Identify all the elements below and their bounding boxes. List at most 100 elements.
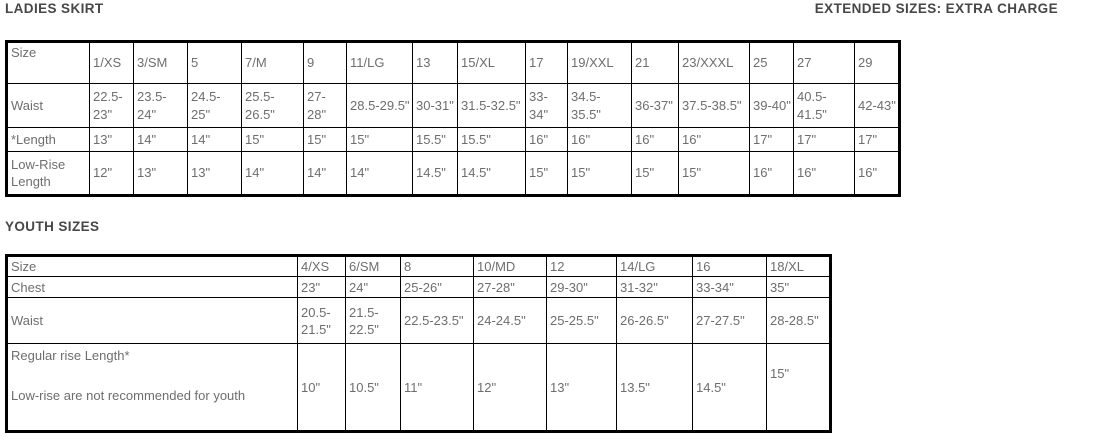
length-cell: 15.5" xyxy=(457,127,526,152)
waist-cell: 21.5-22.5" xyxy=(345,297,401,345)
length-cell: 15" xyxy=(241,127,304,152)
waist-cell: 25.5-26.5" xyxy=(241,83,304,128)
size-cell: 8 xyxy=(400,254,474,278)
size-chart-page: LADIES SKIRT EXTENDED SIZES: EXTRA CHARG… xyxy=(5,2,1058,434)
chest-cell: 33-34" xyxy=(692,276,767,299)
row-header: Low-Rise Length xyxy=(6,151,90,196)
row-header: Waist xyxy=(6,297,298,345)
length-cell: 16" xyxy=(525,127,568,152)
low-rise-cell: 16" xyxy=(854,151,900,196)
size-header-row: Size 1/XS 3/SM 5 7/M 9 11/LG 13 15/XL 17 19/XXL 21 2… xyxy=(6,41,900,84)
rise-cell: 10.5" xyxy=(345,343,401,433)
length-cell: 13" xyxy=(89,127,134,152)
length-cell: 14" xyxy=(187,127,242,152)
chest-cell: 24" xyxy=(345,276,401,299)
row-header: Chest xyxy=(6,276,298,299)
length-cell: 16" xyxy=(567,127,632,152)
extended-sizes-note: EXTENDED SIZES: EXTRA CHARGE xyxy=(814,1,1058,16)
waist-cell: 27-28" xyxy=(303,83,347,128)
size-cell: 9 xyxy=(303,41,347,84)
row-header: Waist xyxy=(6,83,90,128)
low-rise-row: Low-Rise Length 12" 13" 13" 14" 14" 14" 14.5" 14… xyxy=(6,151,900,196)
size-cell: 6/SM xyxy=(345,254,401,278)
size-cell: 21 xyxy=(631,41,679,84)
low-rise-cell: 14" xyxy=(346,151,413,196)
waist-cell: 33-34" xyxy=(525,83,568,128)
low-rise-cell: 16" xyxy=(749,151,794,196)
size-cell: 7/M xyxy=(241,41,304,84)
length-cell: 17" xyxy=(793,127,855,152)
chest-cell: 31-32" xyxy=(616,276,693,299)
chest-cell: 25-26" xyxy=(400,276,474,299)
waist-cell: 28.5-29.5" xyxy=(346,83,413,128)
chest-cell: 35" xyxy=(766,276,831,299)
chest-cell: 29-30" xyxy=(546,276,617,299)
low-rise-cell: 13" xyxy=(187,151,242,196)
size-cell: 11/LG xyxy=(346,41,413,84)
low-rise-cell: 12" xyxy=(89,151,134,196)
row-header: *Length xyxy=(6,127,90,152)
length-cell: 15" xyxy=(303,127,347,152)
size-cell: 18/XL xyxy=(766,254,831,278)
size-cell: 29 xyxy=(854,41,900,84)
length-cell: 17" xyxy=(749,127,794,152)
waist-row: Waist 22.5-23" 23.5-24" 24.5-25" 25.5-26.5" 2… xyxy=(6,83,900,128)
chest-row: Chest 23" 24" 25-26" 27-28" 29-30" 31-32" 33-34… xyxy=(6,276,831,299)
rise-cell: 13.5" xyxy=(616,343,693,433)
waist-cell: 25-25.5" xyxy=(546,297,617,345)
row-header: Size xyxy=(6,254,298,278)
size-cell: 12 xyxy=(546,254,617,278)
size-cell: 3/SM xyxy=(133,41,188,84)
low-rise-cell: 15" xyxy=(631,151,679,196)
length-row: *Length 13" 14" 14" 15" 15" 15" 15.5" 15.5" 16" 16… xyxy=(6,127,900,152)
length-cell: 17" xyxy=(854,127,900,152)
row-header: Regular rise Length* Low-rise are not rec… xyxy=(6,343,298,433)
rise-cell: 14.5" xyxy=(692,343,767,433)
low-rise-cell: 16" xyxy=(793,151,855,196)
waist-cell: 36-37" xyxy=(631,83,679,128)
low-rise-cell: 14.5" xyxy=(412,151,458,196)
youth-size-table: Size 4/XS 6/SM 8 10/MD 12 14/LG 16 18/XL Chest 23"… xyxy=(5,254,832,434)
titles-row: LADIES SKIRT EXTENDED SIZES: EXTRA CHARG… xyxy=(5,2,1058,16)
waist-cell: 37.5-38.5" xyxy=(678,83,750,128)
waist-cell: 26-26.5" xyxy=(616,297,693,345)
waist-cell: 22.5-23" xyxy=(89,83,134,128)
waist-cell: 23.5-24" xyxy=(133,83,188,128)
waist-cell: 22.5-23.5" xyxy=(400,297,474,345)
length-cell: 16" xyxy=(631,127,679,152)
waist-cell: 24-24.5" xyxy=(473,297,547,345)
size-cell: 10/MD xyxy=(473,254,547,278)
size-cell: 4/XS xyxy=(297,254,346,278)
waist-row: Waist 20.5-21.5" 21.5-22.5" 22.5-23.5" 24-24… xyxy=(6,297,831,345)
chest-cell: 27-28" xyxy=(473,276,547,299)
rise-cell: 13" xyxy=(546,343,617,433)
length-cell: 15.5" xyxy=(412,127,458,152)
waist-cell: 39-40" xyxy=(749,83,794,128)
rise-cell: 10" xyxy=(297,343,346,433)
low-rise-cell: 14" xyxy=(241,151,304,196)
size-cell: 5 xyxy=(187,41,242,84)
length-cell: 15" xyxy=(346,127,413,152)
waist-cell: 34.5-35.5" xyxy=(567,83,632,128)
row-header: Size xyxy=(6,41,90,84)
rise-cell: 12" xyxy=(473,343,547,433)
size-cell: 23/XXXL xyxy=(678,41,750,84)
row-header-line: Low-rise are not recommended for youth xyxy=(11,388,246,404)
ladies-skirt-title: LADIES SKIRT xyxy=(5,1,104,16)
waist-cell: 30-31" xyxy=(412,83,458,128)
youth-sizes-title: YOUTH SIZES xyxy=(5,219,100,234)
size-cell: 1/XS xyxy=(89,41,134,84)
size-cell: 13 xyxy=(412,41,458,84)
waist-cell: 28-28.5" xyxy=(766,297,831,345)
waist-cell: 31.5-32.5" xyxy=(457,83,526,128)
length-cell: 14" xyxy=(133,127,188,152)
size-header-row: Size 4/XS 6/SM 8 10/MD 12 14/LG 16 18/XL xyxy=(6,254,831,278)
low-rise-cell: 15" xyxy=(678,151,750,196)
size-cell: 17 xyxy=(525,41,568,84)
size-cell: 19/XXL xyxy=(567,41,632,84)
rise-cell: 15" xyxy=(766,343,831,433)
rise-cell: 11" xyxy=(400,343,474,433)
low-rise-cell: 15" xyxy=(567,151,632,196)
low-rise-cell: 14.5" xyxy=(457,151,526,196)
waist-cell: 20.5-21.5" xyxy=(297,297,346,345)
